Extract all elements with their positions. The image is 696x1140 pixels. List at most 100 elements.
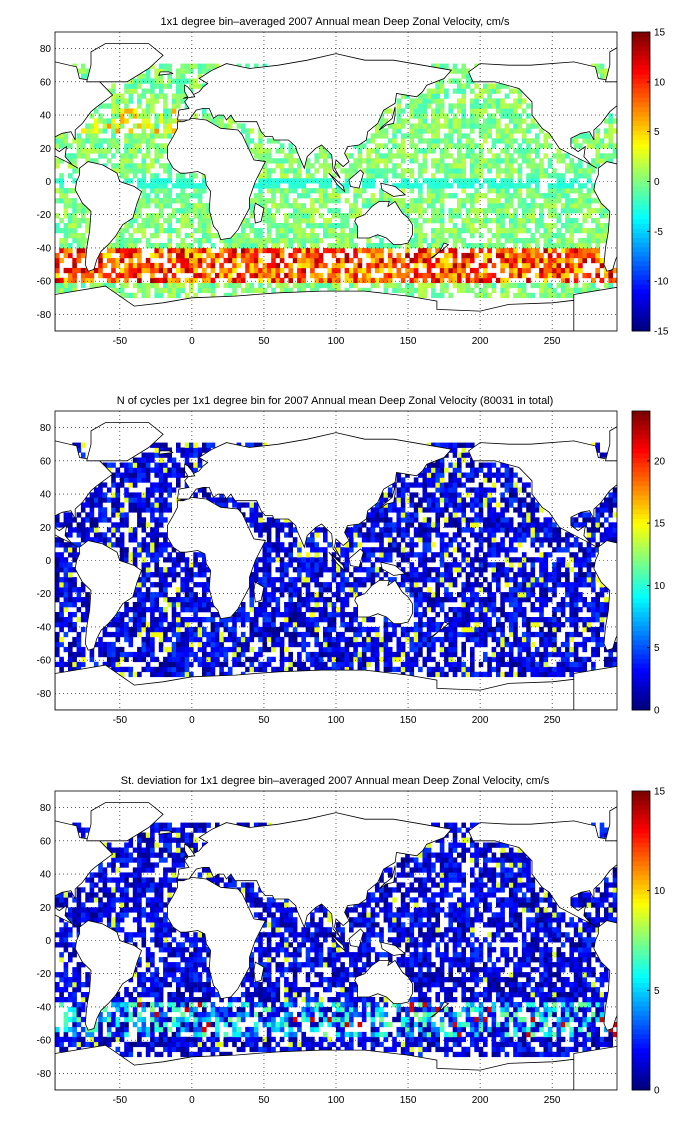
data-cell — [63, 193, 69, 199]
data-cell — [569, 292, 574, 299]
data-cell — [387, 537, 393, 543]
data-cell — [521, 128, 527, 134]
data-cell — [396, 198, 402, 204]
data-cell — [98, 507, 103, 513]
data-cell — [240, 502, 246, 508]
data-cell — [284, 517, 289, 523]
data-cell — [184, 198, 190, 204]
data-cell — [452, 247, 458, 254]
data-cell — [405, 651, 410, 658]
data-cell — [439, 292, 445, 299]
data-cell — [284, 233, 289, 239]
data-cell — [431, 238, 436, 244]
data-cell — [193, 292, 198, 299]
data-cell — [288, 656, 293, 663]
data-cell — [336, 163, 341, 169]
data-cell — [193, 247, 198, 254]
data-cell — [180, 447, 185, 453]
data-cell — [301, 577, 306, 583]
data-cell — [608, 153, 613, 159]
data-cell — [288, 651, 293, 658]
data-cell — [504, 228, 510, 234]
data-cell — [154, 442, 159, 448]
colorbar-swatch — [632, 209, 650, 215]
data-cell — [141, 128, 147, 134]
data-cell — [396, 487, 402, 493]
data-cell — [400, 631, 406, 638]
data-cell — [387, 527, 393, 533]
data-cell — [366, 203, 371, 209]
data-cell — [543, 203, 549, 209]
data-cell — [128, 133, 134, 139]
data-cell — [150, 173, 155, 179]
data-cell — [323, 567, 328, 573]
data-cell — [176, 482, 181, 488]
data-cell — [119, 631, 125, 638]
data-cell — [232, 247, 237, 254]
data-cell — [284, 522, 289, 528]
data-cell — [266, 213, 272, 219]
data-cell — [297, 257, 302, 264]
data-cell — [258, 247, 263, 254]
data-cell — [258, 626, 263, 633]
data-cell — [582, 272, 587, 279]
data-cell — [318, 252, 324, 259]
data-cell — [68, 532, 73, 538]
data-cell — [405, 517, 410, 523]
data-cell — [232, 612, 237, 618]
data-cell — [124, 168, 129, 174]
data-cell — [292, 203, 298, 209]
data-cell — [215, 646, 220, 653]
data-cell — [331, 233, 337, 239]
data-cell — [301, 661, 306, 668]
data-cell — [396, 542, 402, 548]
data-cell — [301, 208, 306, 214]
data-cell — [556, 292, 562, 299]
data-cell — [111, 88, 116, 94]
data-cell — [63, 567, 69, 573]
data-cell — [215, 282, 220, 289]
data-cell — [418, 173, 423, 179]
data-cell — [604, 128, 609, 134]
coastline — [593, 161, 617, 272]
data-cell — [357, 592, 363, 598]
data-cell — [124, 282, 129, 289]
data-cell — [491, 158, 497, 164]
data-cell — [556, 238, 562, 244]
data-cell — [314, 577, 319, 583]
data-cell — [176, 562, 181, 568]
data-cell — [292, 567, 298, 573]
data-cell — [452, 257, 458, 264]
data-cell — [128, 233, 134, 239]
data-cell — [145, 477, 151, 483]
data-cell — [413, 651, 419, 658]
data-cell — [513, 188, 518, 194]
data-cell — [111, 267, 116, 274]
data-cell — [595, 272, 600, 279]
data-cell — [89, 148, 95, 154]
data-cell — [396, 527, 402, 533]
data-cell — [474, 292, 479, 299]
data-cell — [275, 163, 281, 169]
data-cell — [111, 507, 116, 513]
data-cell — [68, 587, 73, 593]
data-cell — [374, 636, 380, 643]
data-cell — [448, 163, 453, 169]
data-cell — [158, 63, 164, 69]
data-cell — [167, 472, 172, 478]
data-cell — [158, 188, 164, 194]
data-cell — [560, 193, 566, 199]
data-cell — [206, 63, 211, 69]
data-cell — [496, 198, 501, 204]
data-cell — [591, 183, 596, 189]
data-cell — [526, 163, 531, 169]
data-cell — [521, 198, 527, 204]
data-cell — [180, 208, 185, 214]
data-cell — [258, 602, 263, 608]
data-cell — [323, 626, 328, 633]
data-cell — [595, 238, 600, 244]
data-cell — [379, 552, 384, 558]
data-cell — [119, 158, 125, 164]
data-cell — [202, 587, 207, 593]
data-cell — [63, 617, 69, 623]
